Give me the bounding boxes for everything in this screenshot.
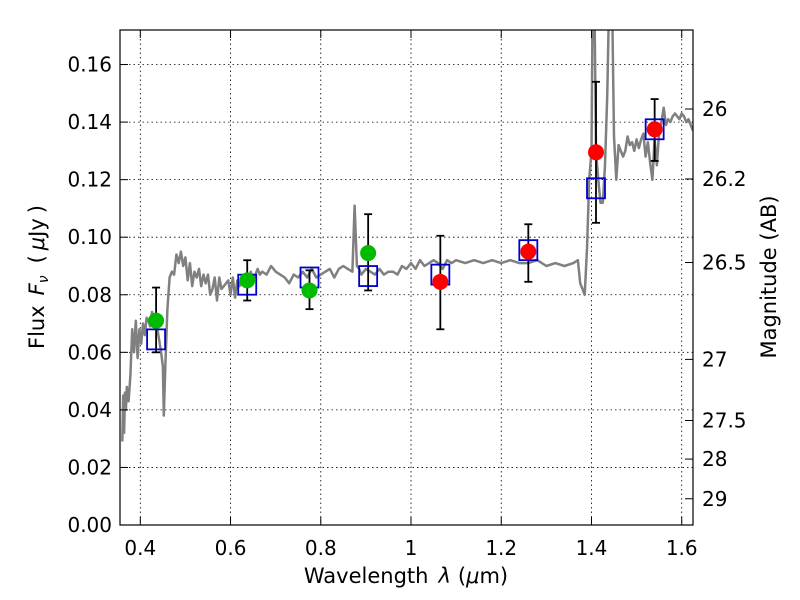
model-point-square <box>358 265 379 287</box>
model-point-square <box>586 177 606 200</box>
y-tick-label: 0.12 <box>67 168 112 192</box>
y-tick-label: 0.06 <box>67 340 112 364</box>
y2-tick-label: 27.5 <box>702 409 747 433</box>
model-photometry-points <box>146 118 665 351</box>
observed-point <box>587 144 604 161</box>
y2-axis-label: Magnitude (AB) <box>757 195 781 358</box>
x-tick-label: 0.6 <box>215 536 247 560</box>
y2-tick-label: 26 <box>702 97 727 121</box>
x-tick-label: 0.8 <box>305 536 337 560</box>
observed-point <box>360 245 377 262</box>
axis-ticks <box>120 30 693 526</box>
plot-frame <box>119 29 694 526</box>
observed-point <box>646 121 663 138</box>
y-tick-label: 0.00 <box>67 513 112 537</box>
model-point-square <box>146 328 166 351</box>
x-tick-label: 0.4 <box>124 536 156 560</box>
y-tick-label: 0.16 <box>67 53 112 77</box>
tick-labels: 0.4 0.6 0.8 1 1.2 1.4 1.6 0.00 0.02 0.04 0.06 0.08 0… <box>67 53 746 560</box>
y-tick-label: 0.14 <box>67 110 112 134</box>
y2-tick-label: 28 <box>702 447 727 471</box>
observed-point <box>239 272 256 289</box>
observed-point <box>432 273 449 290</box>
y2-tick-label: 27 <box>702 347 727 371</box>
y-axis-label: FluxFν(μJy) <box>25 205 52 349</box>
x-tick-label: 1.2 <box>485 536 517 560</box>
x-tick-label: 1 <box>405 536 418 560</box>
observed-photometry-points <box>148 121 663 329</box>
x-tick-label: 1.4 <box>576 536 608 560</box>
y-tick-label: 0.08 <box>67 283 112 307</box>
y-tick-label: 0.02 <box>67 455 112 479</box>
observed-point <box>301 282 318 299</box>
model-point-square <box>518 239 539 262</box>
model-spectrum-line <box>121 30 693 442</box>
model-point-square <box>644 118 665 141</box>
y-tick-label: 0.10 <box>67 225 112 249</box>
y2-tick-label: 26.5 <box>702 251 747 275</box>
x-tick-label: 1.6 <box>666 536 698 560</box>
y2-tick-label: 29 <box>702 487 727 511</box>
y-tick-label: 0.04 <box>67 398 112 422</box>
observed-point <box>520 243 537 260</box>
x-axis-label: Wavelength λ (μm) <box>304 564 508 588</box>
y2-tick-label: 26.2 <box>702 167 747 191</box>
observed-point <box>148 312 165 329</box>
